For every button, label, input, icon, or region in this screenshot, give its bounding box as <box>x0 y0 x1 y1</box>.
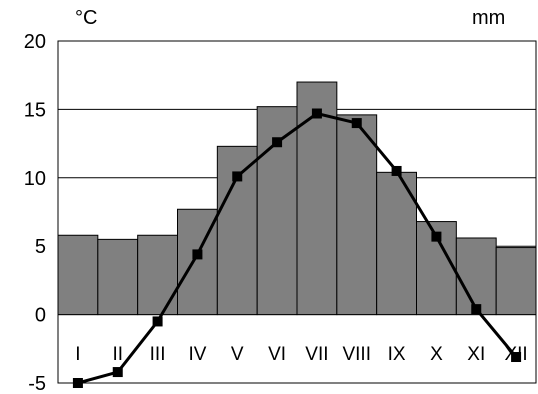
temperature-point <box>311 108 322 119</box>
temperature-point <box>511 352 522 363</box>
bar <box>455 237 497 316</box>
temperature-point <box>272 137 283 148</box>
x-tick-label: V <box>231 344 244 365</box>
y-axis-ticks: 20 15 10 5 0 -5 <box>24 31 46 394</box>
precipitation-bars <box>57 81 537 316</box>
temperature-point <box>152 316 163 327</box>
x-tick-label: VII <box>305 344 328 365</box>
x-axis-ticks: IIIIIIIVVVIVIIVIIIIXXXIXII <box>75 344 527 365</box>
x-tick-label: IV <box>188 344 206 365</box>
y-unit-right-label: mm <box>472 7 505 29</box>
y-tick-label: 20 <box>24 31 46 53</box>
x-tick-label: VI <box>268 344 286 365</box>
x-tick-label: I <box>75 344 80 365</box>
bar <box>495 247 537 316</box>
y-tick-label: 5 <box>35 236 46 258</box>
x-tick-label: VIII <box>342 344 371 365</box>
temperature-point <box>351 118 362 129</box>
bar <box>57 234 99 316</box>
temperature-point <box>72 378 83 388</box>
y-tick-label: 10 <box>24 168 46 190</box>
temperature-point <box>431 231 442 242</box>
temperature-series <box>72 108 522 388</box>
temperature-point <box>112 367 123 378</box>
x-tick-label: IX <box>388 344 406 365</box>
y-tick-label: -5 <box>28 373 46 394</box>
y-tick-label: 15 <box>24 99 46 121</box>
temperature-point <box>391 165 402 176</box>
temperature-point <box>192 249 203 260</box>
bar <box>376 171 417 316</box>
temperature-point <box>471 304 482 315</box>
bar <box>137 234 179 316</box>
bar <box>296 81 338 316</box>
temperature-line <box>77 111 518 385</box>
bar <box>97 238 139 316</box>
y-tick-label: 0 <box>35 305 46 327</box>
bar <box>336 114 378 316</box>
x-tick-label: II <box>112 344 123 365</box>
x-tick-label: III <box>150 344 166 365</box>
x-tick-label: XI <box>467 344 485 365</box>
y-unit-left-label: °C <box>75 7 97 29</box>
x-tick-label: X <box>430 344 443 365</box>
temperature-point <box>232 171 243 182</box>
plot-frame <box>57 40 537 384</box>
